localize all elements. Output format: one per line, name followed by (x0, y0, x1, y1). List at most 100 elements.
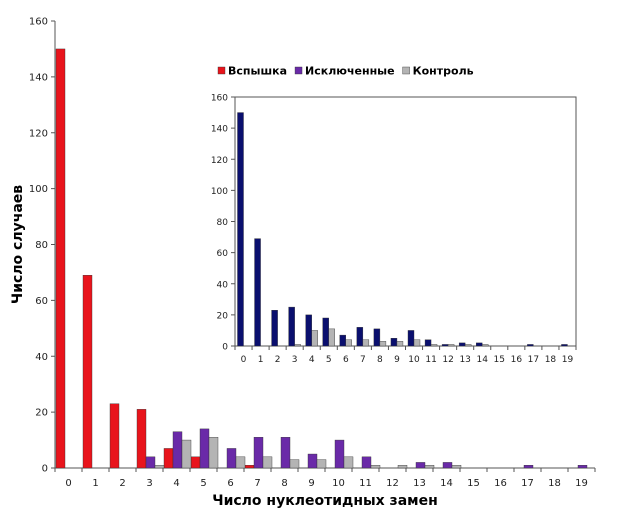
x-tick-label: 7 (254, 478, 260, 489)
x-tick-label: 19 (575, 478, 588, 489)
bar (442, 462, 453, 469)
bar (476, 342, 483, 347)
plot-frame (234, 96, 577, 347)
bar (458, 342, 466, 347)
x-tick-label: 5 (200, 478, 206, 489)
y-tick-label: 0 (42, 464, 48, 475)
x-tick-label: 1 (258, 355, 264, 365)
bar (208, 437, 219, 469)
bar (172, 431, 183, 469)
x-tick-label: 6 (343, 355, 349, 365)
y-tick-label: 60 (35, 296, 48, 307)
legend-label: Исключенные (305, 65, 395, 78)
bar (226, 448, 237, 469)
bar (482, 344, 489, 347)
bar (413, 339, 421, 347)
bar (362, 339, 370, 347)
bar (379, 341, 387, 347)
x-tick-label: 4 (173, 478, 179, 489)
y-tick-label: 140 (211, 125, 228, 135)
bar (316, 459, 327, 469)
x-tick-label: 3 (146, 478, 152, 489)
bar (577, 465, 588, 469)
x-tick-label: 14 (476, 355, 488, 365)
x-tick-label: 8 (377, 355, 383, 365)
legend-swatch (294, 66, 303, 75)
bar (307, 453, 318, 469)
x-tick-label: 0 (241, 355, 247, 365)
bar (370, 465, 381, 469)
y-tick-label: 20 (35, 408, 48, 419)
bar (424, 465, 435, 469)
x-tick-label: 10 (332, 478, 345, 489)
bar (523, 465, 534, 469)
bar (339, 334, 346, 347)
bar (136, 409, 147, 469)
bar (82, 275, 93, 469)
y-tick-label: 100 (211, 187, 228, 197)
x-tick-label: 9 (308, 478, 314, 489)
bar (415, 462, 426, 469)
bar (373, 328, 381, 347)
bar (244, 465, 255, 469)
bar (145, 456, 156, 469)
bar (154, 465, 165, 469)
x-tick-label: 17 (528, 355, 539, 365)
bar (305, 314, 312, 347)
x-tick-label: 7 (360, 355, 366, 365)
legend-swatch (217, 66, 226, 75)
bar (109, 403, 120, 469)
bar (407, 330, 415, 347)
x-tick-label: 6 (227, 478, 233, 489)
bar (464, 344, 472, 347)
bar (451, 465, 462, 469)
bar (190, 456, 201, 469)
bar (424, 339, 432, 347)
bar (390, 338, 398, 347)
y-tick-label: 20 (217, 311, 229, 321)
y-tick-label: 120 (29, 128, 48, 139)
bar (561, 344, 568, 347)
bar (441, 344, 449, 347)
x-tick-label: 11 (425, 355, 436, 365)
bar (271, 310, 278, 347)
x-tick-label: 15 (494, 355, 505, 365)
bar (262, 456, 273, 469)
x-tick-label: 3 (292, 355, 298, 365)
x-tick-label: 5 (326, 355, 332, 365)
bar (396, 341, 404, 347)
x-tick-label: 10 (408, 355, 420, 365)
x-tick-label: 0 (65, 478, 71, 489)
y-tick-label: 160 (29, 17, 48, 28)
x-tick-label: 12 (386, 478, 399, 489)
y-tick-label: 40 (35, 352, 48, 363)
x-tick-label: 18 (548, 478, 561, 489)
x-tick-label: 12 (442, 355, 453, 365)
y-tick-label: 0 (222, 343, 228, 353)
x-tick-label: 13 (459, 355, 470, 365)
x-tick-label: 19 (562, 355, 574, 365)
bar (397, 465, 408, 469)
bar (361, 456, 372, 469)
x-tick-label: 4 (309, 355, 315, 365)
bar (447, 344, 455, 347)
bar (527, 344, 534, 347)
bar (356, 327, 364, 347)
y-tick-label: 160 (211, 94, 228, 104)
bar (294, 344, 301, 347)
y-tick-label: 80 (35, 240, 48, 251)
bar (289, 459, 300, 469)
legend-label: Вспышка (228, 65, 287, 78)
bar (311, 330, 318, 347)
y-tick-label: 40 (217, 280, 229, 290)
bar (199, 428, 210, 469)
x-tick-label: 2 (119, 478, 125, 489)
x-tick-label: 15 (467, 478, 480, 489)
bar (163, 448, 174, 469)
x-tick-label: 11 (359, 478, 372, 489)
x-tick-label: 14 (440, 478, 453, 489)
bar (345, 339, 352, 347)
bar (430, 344, 438, 347)
x-axis-title: Число нуклеотидных замен (212, 493, 438, 509)
